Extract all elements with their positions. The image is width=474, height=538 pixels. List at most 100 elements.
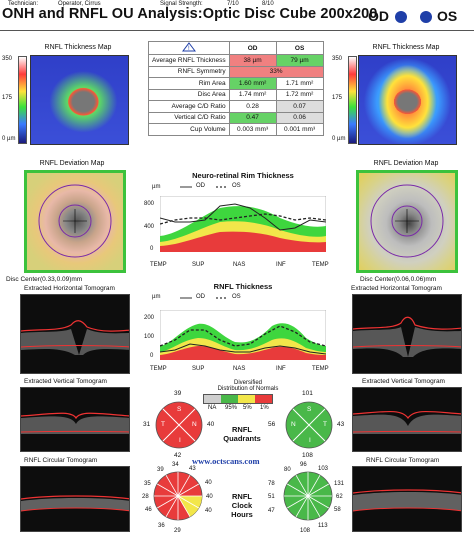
os-clock-value-4: 47 <box>268 508 275 514</box>
metric-merged-value: 33% <box>228 65 324 78</box>
operator-name: Operator, Cirrus <box>58 1 101 7</box>
od-vertical-tomogram <box>20 387 130 452</box>
od-clock-value-6: 29 <box>174 528 181 534</box>
distribution-5-swatch <box>238 395 255 403</box>
os-clock-value-10: 131 <box>334 481 345 487</box>
os-clock-value-6: 108 <box>300 528 311 534</box>
header-divider <box>0 30 474 31</box>
quadrants-caption-rnfl: RNFL <box>232 425 252 434</box>
rim-xtick-temp-end: TEMP <box>312 262 329 268</box>
metric-os-value: 0.001 mm³ <box>275 123 324 136</box>
os-quadrant-t-letter: T <box>323 421 327 428</box>
rnfl-xtick-inf: INF <box>276 366 286 372</box>
os-horizontal-tomogram-scan <box>353 316 461 357</box>
rim-xtick-sup: SUP <box>192 262 205 268</box>
distribution-95-swatch <box>221 395 238 403</box>
os-deviation-map-title: RNFL Deviation Map <box>373 160 439 167</box>
os-eye-label: OS <box>437 8 458 24</box>
os-circular-tomogram <box>352 466 462 532</box>
od-eye-label: OD <box>368 8 389 24</box>
od-vertical-tomogram-scan <box>21 412 129 434</box>
signal-strength-os: 8/10 <box>262 1 274 7</box>
os-horizontal-tomogram-title: Extracted Horizontal Tomogram <box>351 285 442 292</box>
metrics-table: ! OD OS Average RNFL Thickness 38 µm 79 … <box>148 41 324 136</box>
distribution-subtitle: Diversified <box>233 380 262 386</box>
rim-legend-os: OS <box>232 183 241 189</box>
os-scale-min: 0 µm <box>332 136 346 142</box>
os-disc-center: Disc Center(0.06,0.06)mm <box>360 276 437 283</box>
rim-ytick-400: 400 <box>144 224 155 230</box>
os-quadrant-s-value: 101 <box>302 390 313 397</box>
rim-thickness-plot <box>160 196 326 252</box>
distribution-title: Distribution of Normals <box>217 386 279 392</box>
os-clock-value-11: 80 <box>284 467 291 473</box>
rim-xtick-nas: NAS <box>233 262 246 268</box>
metric-os-value: 79 µm <box>275 54 324 67</box>
metrics-row-average-cd: Average C/D Ratio 0.28 0.07 <box>148 100 324 113</box>
od-quadrant-n-letter: N <box>192 421 197 428</box>
signal-strength-label: Signal Strength: <box>160 1 203 7</box>
distribution-label-5: 5% <box>243 405 252 411</box>
metrics-col-od: OD <box>228 41 277 55</box>
metrics-row-disc-area: Disc Area 1.74 mm² 1.72 mm² <box>148 88 324 101</box>
od-rnfl-thickness-map <box>30 55 129 145</box>
os-vertical-tomogram-title: Extracted Vertical Tomogram <box>362 378 445 385</box>
distribution-label-95: 95% <box>225 405 238 411</box>
rnfl-od-line <box>160 343 326 355</box>
metric-od-value: 1.74 mm² <box>228 88 277 101</box>
page-title: ONH and RNFL OU Analysis:Optic Disc Cube… <box>2 6 378 22</box>
metric-name: Cup Volume <box>148 123 230 136</box>
od-quadrant-n-value: 40 <box>207 421 215 428</box>
od-scale-mid: 175 <box>2 95 13 101</box>
od-quadrant-i-letter: I <box>179 437 181 444</box>
os-clock-hours-chart <box>283 471 333 521</box>
rnfl-normal-red-band <box>160 346 326 360</box>
metric-name: RNFL Symmetry <box>148 65 230 78</box>
od-circular-tomogram-title: RNFL Circular Tomogram <box>24 457 98 464</box>
od-quadrant-s-value: 39 <box>174 390 182 397</box>
metrics-row-rnfl-symmetry: RNFL Symmetry 33% <box>148 65 324 78</box>
od-deviation-overlay <box>38 184 112 258</box>
od-horizontal-tomogram-scan <box>21 320 129 355</box>
distribution-na-swatch <box>204 395 221 403</box>
od-quadrant-i-value: 42 <box>174 452 182 459</box>
rnfl-graph-title: RNFL Thickness <box>213 282 273 291</box>
od-eye-icon <box>395 11 407 23</box>
os-horizontal-tomogram <box>352 294 462 374</box>
os-quadrant-n-value: 56 <box>268 421 276 428</box>
rim-od-line <box>160 203 326 231</box>
os-circular-tomogram-title: RNFL Circular Tomogram <box>366 457 440 464</box>
metric-od-value: 0.47 <box>228 111 277 124</box>
od-scale-min: 0 µm <box>2 136 16 142</box>
rim-normal-red-band <box>160 231 326 252</box>
metric-od-value: 1.60 mm² <box>228 77 277 90</box>
footer-url[interactable]: www.octscans.com <box>192 456 260 466</box>
quadrants-caption: Quadrants <box>223 434 261 443</box>
metric-os-value: 1.72 mm² <box>275 88 324 101</box>
os-clock-value-1: 103 <box>318 466 329 472</box>
od-clock-hours-chart <box>153 471 203 521</box>
od-quadrant-t-letter: T <box>161 421 165 428</box>
rim-xtick-inf: INF <box>276 262 286 268</box>
metrics-col-os: OS <box>275 41 324 55</box>
metrics-row-vertical-cd: Vertical C/D Ratio 0.47 0.06 <box>148 111 324 124</box>
od-quadrant-chart <box>155 401 203 449</box>
rnfl-legend-os: OS <box>232 294 241 300</box>
rim-legend-od: OD <box>196 183 205 189</box>
rnfl-ytick-0: 0 <box>150 353 154 359</box>
distribution-label-na: NA <box>208 405 217 411</box>
od-thickness-map-title: RNFL Thickness Map <box>44 44 112 51</box>
od-clock-value-8: 46 <box>145 507 152 513</box>
od-clock-value-10: 35 <box>144 481 151 487</box>
metrics-row-rim-area: Rim Area 1.60 mm² 1.71 mm² <box>148 77 324 90</box>
os-rnfl-deviation-map <box>356 170 458 273</box>
od-deviation-map-title: RNFL Deviation Map <box>39 160 105 167</box>
od-horizontal-tomogram-title: Extracted Horizontal Tomogram <box>24 285 115 292</box>
metric-os-value: 1.71 mm² <box>275 77 324 90</box>
od-clock-value-12: 34 <box>172 462 179 468</box>
distribution-color-bar <box>203 394 273 404</box>
rnfl-ytick-200: 200 <box>144 315 155 321</box>
os-thickness-map-title: RNFL Thickness Map <box>372 44 440 51</box>
metrics-row-average-rnfl: Average RNFL Thickness 38 µm 79 µm <box>148 54 324 67</box>
od-vertical-tomogram-title: Extracted Vertical Tomogram <box>24 378 107 385</box>
